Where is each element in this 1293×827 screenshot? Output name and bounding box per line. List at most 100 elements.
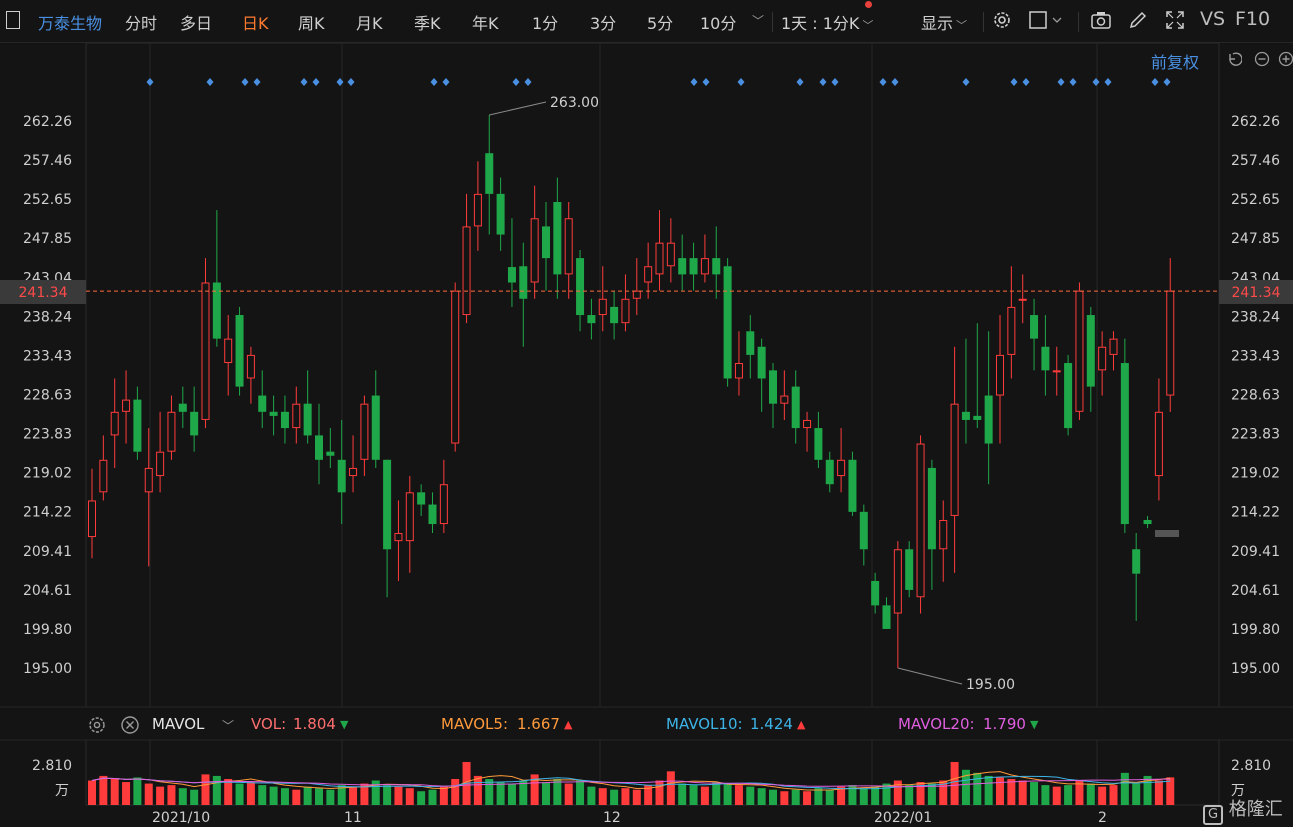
- volume-bar: [246, 782, 255, 805]
- volume-bar: [349, 786, 358, 805]
- candle-body: [315, 435, 323, 460]
- period-tab-5min[interactable]: 5分: [647, 14, 674, 33]
- volume-bar: [201, 774, 210, 805]
- candle-body: [632, 290, 641, 299]
- candlestick: [859, 504, 868, 566]
- volume-bar: [780, 791, 789, 805]
- price-tick-label: 223.83: [1231, 427, 1280, 443]
- period-tab-3min[interactable]: 3分: [590, 14, 617, 33]
- notification-dot-icon: [865, 1, 872, 8]
- volume-bar: [1064, 785, 1073, 805]
- event-marker-icon: [1057, 78, 1065, 86]
- price-axis-left: 262.26257.46252.65247.85243.04238.24233.…: [23, 114, 72, 677]
- period-tab-weekly-k[interactable]: 周K: [298, 14, 325, 33]
- candle-body: [1086, 315, 1095, 387]
- volume-axis-max-left: 2.810: [32, 758, 72, 774]
- candle-body: [1064, 363, 1073, 429]
- candlestick: [1098, 331, 1107, 396]
- candle-body: [1154, 411, 1163, 477]
- price-panel-border: [85, 42, 1220, 708]
- volume-bar: [178, 788, 187, 805]
- volume-bar: [496, 782, 505, 805]
- period-tab-monthly-k[interactable]: 月K: [356, 14, 383, 33]
- candlestick: [1064, 354, 1073, 436]
- volume-bar: [1166, 777, 1175, 805]
- price-tick-label: 209.41: [23, 544, 72, 560]
- candlestick: [961, 338, 970, 444]
- zoom-out-icon[interactable]: [1254, 51, 1270, 67]
- candle-body: [984, 395, 993, 444]
- period-tab-daily-k[interactable]: 日K: [242, 14, 269, 33]
- candle-body: [507, 267, 516, 283]
- event-marker-icon: [796, 78, 804, 86]
- camera-icon[interactable]: [1090, 9, 1112, 31]
- candlestick: [825, 451, 834, 493]
- volume-bar: [553, 778, 562, 805]
- grid: [0, 42, 1293, 806]
- price-tick-label: 262.26: [1231, 114, 1280, 130]
- f10-button[interactable]: F10: [1235, 8, 1271, 30]
- candlestick: [712, 226, 721, 299]
- volume-bar: [542, 782, 550, 805]
- candle-body: [258, 395, 267, 412]
- candlestick: [882, 597, 891, 629]
- period-tab-10min[interactable]: 10分: [700, 14, 737, 33]
- volume-bar: [110, 778, 119, 805]
- indicator-settings-gear-icon[interactable]: [87, 715, 107, 735]
- period-tab-duori[interactable]: 多日: [180, 14, 213, 33]
- price-tick-label: 204.61: [23, 583, 72, 599]
- volume-bar: [984, 775, 993, 805]
- indicator-close-icon[interactable]: [120, 715, 140, 735]
- volume-bar: [700, 786, 709, 805]
- vs-compare-button[interactable]: VS: [1200, 8, 1226, 30]
- candlestick: [939, 500, 948, 582]
- candlestick: [133, 386, 142, 460]
- overlays: [86, 78, 1219, 791]
- volume-bar: [587, 786, 596, 805]
- period-tab-fenshi[interactable]: 分时: [125, 14, 158, 33]
- candle-body: [1052, 370, 1061, 373]
- x-axis-label-dec: 12: [603, 810, 621, 826]
- volume-bar: [360, 783, 369, 805]
- volume-bar: [144, 783, 153, 805]
- gear-icon[interactable]: [991, 9, 1013, 31]
- candle-body: [587, 315, 596, 324]
- candle-body: [1132, 549, 1141, 574]
- event-marker-icon: [891, 78, 899, 86]
- volume-bar: [723, 783, 732, 805]
- candlestick: [190, 386, 199, 452]
- event-marker-icon: [819, 78, 827, 86]
- sidebar-toggle-icon[interactable]: [6, 11, 20, 29]
- pencil-icon[interactable]: [1127, 9, 1149, 31]
- period-tab-quarterly-k[interactable]: 季K: [414, 14, 441, 33]
- period-high-label: 263.00: [550, 95, 599, 111]
- candlestick: [167, 395, 176, 460]
- candlestick: [814, 411, 823, 468]
- more-periods-chevron-icon[interactable]: ﹀: [752, 14, 765, 28]
- x-axis-label-oct: 2021/10: [152, 810, 210, 826]
- volume-bar: [757, 788, 766, 805]
- candlestick: [269, 395, 278, 436]
- candle-body: [666, 242, 675, 267]
- period-combo-select[interactable]: 1天 : 1分K ﹀: [781, 10, 873, 34]
- indicator-chevron-down-icon[interactable]: ﹀: [222, 719, 235, 733]
- display-menu-button[interactable]: 显示 ﹀: [921, 10, 967, 34]
- color-square-dropdown-icon[interactable]: [1028, 9, 1068, 31]
- candlestick: [542, 202, 550, 291]
- vol-value: 1.804: [293, 715, 336, 733]
- fullscreen-icon[interactable]: [1164, 9, 1186, 31]
- volume-bar: [1132, 783, 1141, 805]
- candlestick: [201, 258, 210, 429]
- adjust-mode-label[interactable]: 前复权: [1151, 53, 1200, 72]
- undo-icon[interactable]: [1226, 51, 1242, 67]
- volume-bars: [88, 762, 1175, 805]
- period-tab-1min[interactable]: 1分: [532, 14, 559, 33]
- period-tab-yearly-k[interactable]: 年K: [472, 14, 499, 33]
- stock-name[interactable]: 万泰生物: [38, 14, 103, 33]
- vol-label: VOL:: [251, 715, 287, 733]
- indicator-name[interactable]: MAVOL: [152, 715, 205, 733]
- volume-bar: [167, 785, 176, 805]
- candle-body: [678, 258, 687, 275]
- candlestick: [746, 315, 755, 379]
